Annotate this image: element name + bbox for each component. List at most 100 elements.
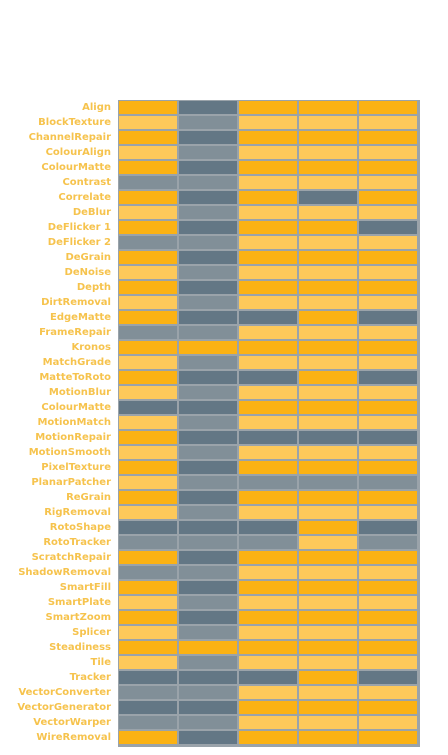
- matrix-cell: [299, 566, 357, 579]
- matrix-cell: [299, 176, 357, 189]
- row-label: DeFlicker 1: [47, 222, 111, 233]
- row-label: DeFlicker 2: [47, 237, 111, 248]
- row-label: VectorGenerator: [17, 702, 111, 713]
- matrix-row: ChannelRepair: [0, 130, 448, 145]
- matrix-row: RotoShape: [0, 520, 448, 535]
- matrix-row: FrameRepair: [0, 325, 448, 340]
- matrix-cell: [179, 491, 237, 504]
- matrix-cell: [179, 416, 237, 429]
- matrix-cell: [179, 131, 237, 144]
- matrix-cell: [359, 521, 417, 534]
- matrix-cell: [119, 206, 177, 219]
- matrix-cell: [359, 536, 417, 549]
- matrix-cell: [299, 551, 357, 564]
- matrix-cell: [359, 341, 417, 354]
- matrix-cell: [359, 506, 417, 519]
- matrix-cell: [119, 611, 177, 624]
- matrix-cell: [179, 311, 237, 324]
- matrix-cell: [359, 311, 417, 324]
- matrix-cell: [299, 281, 357, 294]
- matrix-cell: [299, 596, 357, 609]
- matrix-cell: [359, 191, 417, 204]
- matrix-cell: [119, 461, 177, 474]
- row-label: ColourMatte: [41, 402, 111, 413]
- matrix-cell: [299, 656, 357, 669]
- matrix-cell: [359, 206, 417, 219]
- row-label: MotionRepair: [35, 432, 111, 443]
- matrix-cell: [359, 101, 417, 114]
- matrix-cell: [359, 686, 417, 699]
- matrix-cell: [179, 251, 237, 264]
- matrix-cell: [119, 416, 177, 429]
- matrix-cell: [179, 146, 237, 159]
- matrix-cell: [359, 431, 417, 444]
- row-label: PlanarPatcher: [31, 477, 111, 488]
- matrix-cell: [179, 581, 237, 594]
- matrix-row: Tile: [0, 655, 448, 670]
- matrix-cell: [359, 701, 417, 714]
- matrix-cell: [239, 461, 297, 474]
- matrix-cell: [119, 101, 177, 114]
- matrix-cell: [359, 566, 417, 579]
- matrix-cell: [119, 326, 177, 339]
- matrix-cell: [239, 656, 297, 669]
- row-label: SmartPlate: [47, 597, 111, 608]
- matrix-cell: [179, 236, 237, 249]
- matrix-cell: [299, 326, 357, 339]
- matrix-cell: [239, 251, 297, 264]
- matrix-row: ColourMatte: [0, 400, 448, 415]
- matrix-row: VectorConverter: [0, 685, 448, 700]
- matrix-cell: [299, 371, 357, 384]
- matrix-cell: [359, 461, 417, 474]
- row-label: MotionMatch: [37, 417, 111, 428]
- matrix-row: DeBlur: [0, 205, 448, 220]
- matrix-cell: [239, 701, 297, 714]
- matrix-cell: [239, 146, 297, 159]
- row-label: Align: [82, 102, 111, 113]
- matrix-cell: [239, 446, 297, 459]
- matrix-row: ReGrain: [0, 490, 448, 505]
- row-label: Tile: [90, 657, 111, 668]
- matrix-cell: [239, 716, 297, 729]
- matrix-row: PlanarPatcher: [0, 475, 448, 490]
- row-label: RigRemoval: [44, 507, 111, 518]
- matrix-cell: [119, 266, 177, 279]
- matrix-cell: [179, 431, 237, 444]
- matrix-cell: [179, 686, 237, 699]
- matrix-cell: [299, 476, 357, 489]
- matrix-cell: [359, 161, 417, 174]
- matrix-cell: [179, 296, 237, 309]
- matrix-row: ColourAlign: [0, 145, 448, 160]
- matrix-cell: [299, 221, 357, 234]
- matrix-row: Contrast: [0, 175, 448, 190]
- matrix-cell: [299, 491, 357, 504]
- matrix-cell: [299, 416, 357, 429]
- row-label: ColourMatte: [41, 162, 111, 173]
- matrix-row: MotionBlur: [0, 385, 448, 400]
- matrix-cell: [119, 626, 177, 639]
- matrix-row: VectorGenerator: [0, 700, 448, 715]
- matrix-cell: [359, 671, 417, 684]
- matrix-cell: [239, 491, 297, 504]
- matrix-cell: [359, 386, 417, 399]
- matrix-cell: [239, 311, 297, 324]
- matrix-cell: [359, 356, 417, 369]
- row-label: ScratchRepair: [31, 552, 111, 563]
- matrix-cell: [179, 386, 237, 399]
- matrix-cell: [179, 596, 237, 609]
- matrix-cell: [239, 116, 297, 129]
- matrix-cell: [359, 236, 417, 249]
- row-label: ColourAlign: [45, 147, 111, 158]
- row-label: SmartFill: [59, 582, 111, 593]
- matrix-row: VectorWarper: [0, 715, 448, 730]
- matrix-cell: [119, 671, 177, 684]
- matrix-row: ShadowRemoval: [0, 565, 448, 580]
- row-label: Splicer: [72, 627, 111, 638]
- matrix-cell: [359, 581, 417, 594]
- matrix-cell: [239, 131, 297, 144]
- matrix-cell: [119, 596, 177, 609]
- matrix-cell: [239, 476, 297, 489]
- matrix-cell: [359, 401, 417, 414]
- matrix-cell: [119, 536, 177, 549]
- matrix-cell: [299, 686, 357, 699]
